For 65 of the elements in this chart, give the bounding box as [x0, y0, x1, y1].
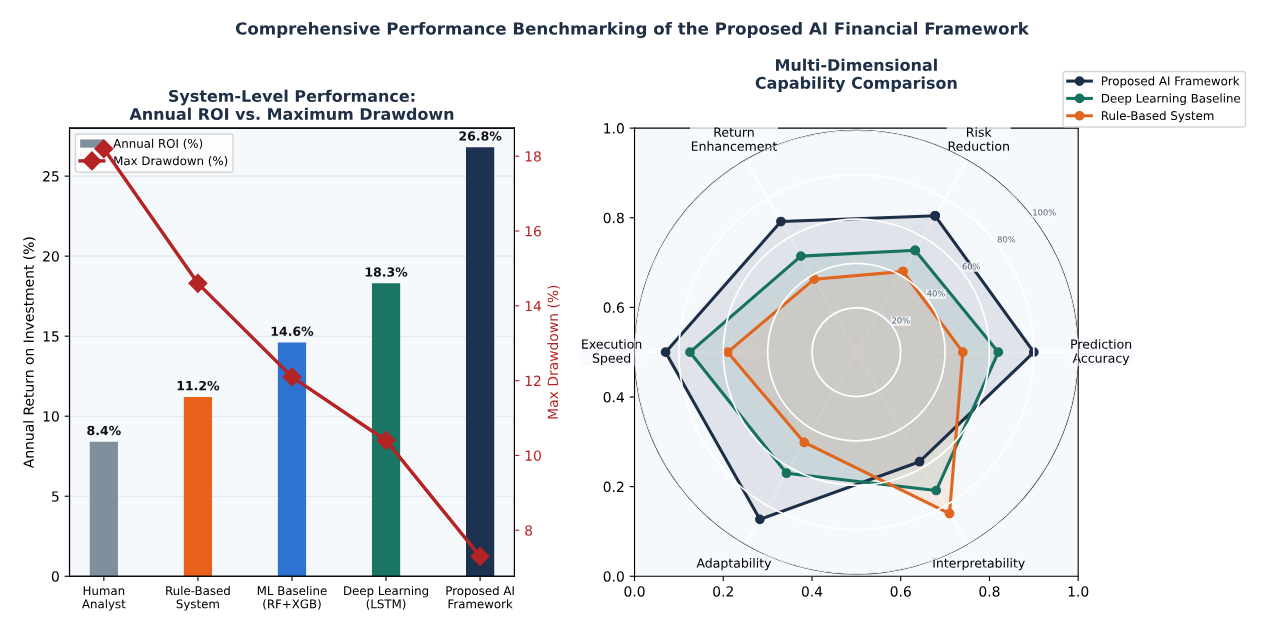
- bar: [466, 147, 495, 577]
- data-label: 14.6%: [271, 326, 314, 336]
- y-tick-label: 10: [43, 411, 59, 422]
- y-tick-label: 0: [51, 571, 59, 582]
- chart-title: System-Level Performance: Annual ROI vs. Maximum Drawdown: [129, 89, 454, 121]
- y-tick-label: 0.2: [603, 481, 624, 493]
- spoke-label: Execution Speed: [582, 339, 642, 366]
- y-axis-title: Annual Return on Investment (%): [23, 237, 36, 469]
- y2-tick-label: 16: [525, 225, 541, 237]
- x-tick-label: 0.8: [979, 586, 1000, 597]
- point: [188, 273, 208, 293]
- bar: [277, 342, 307, 577]
- x-tick-label: 0.6: [890, 586, 911, 597]
- legend-label: Deep Learning Baseline: [1101, 93, 1241, 105]
- x-tick-label: 1.0: [1068, 586, 1089, 597]
- y2-axis-title: Max Drawdown (%): [547, 285, 560, 419]
- x-tick-label: 0.0: [624, 586, 645, 597]
- y-tick-label: 80%: [997, 236, 1016, 243]
- data-label: 8.4%: [87, 425, 121, 436]
- y-tick-label: 5: [52, 491, 59, 502]
- bar: [89, 441, 118, 577]
- legend-label: Rule-Based System: [1101, 110, 1214, 123]
- y-tick-label: 60%: [962, 263, 981, 270]
- y-tick-label: 1.0: [604, 123, 624, 134]
- y-tick-label: 0.0: [603, 571, 624, 582]
- x-tick-label: Human Analyst: [82, 586, 126, 611]
- y2-tick-label: 12: [525, 375, 541, 386]
- y2-tick-label: 18: [525, 151, 541, 162]
- y-tick-label: 20: [43, 251, 59, 262]
- point: [282, 367, 302, 387]
- bar: [183, 397, 213, 577]
- spoke-label: Adaptability: [696, 558, 772, 571]
- legend-label: Max Drawdown (%): [114, 156, 228, 167]
- y-tick-label: 25: [43, 171, 59, 182]
- x-tick-label: ML Baseline (RF+XGB): [257, 585, 327, 610]
- spoke-label: Risk Reduction: [948, 127, 1009, 151]
- legend-label: Proposed AI Framework: [1101, 76, 1240, 88]
- bar: [371, 283, 401, 577]
- y2-tick-label: 14: [525, 300, 542, 312]
- y-tick-label: 40%: [927, 290, 945, 297]
- y-tick-label: 100%: [1033, 209, 1056, 216]
- spoke-label: Interpretability: [933, 558, 1025, 571]
- y-tick-label: 0.6: [603, 302, 624, 313]
- spoke-label: Prediction Accuracy: [1071, 339, 1132, 366]
- data-label: 11.2%: [177, 380, 220, 391]
- data-label: 26.8%: [459, 131, 502, 141]
- point: [376, 430, 396, 450]
- point: [470, 546, 490, 566]
- x-tick-label: 0.4: [801, 586, 823, 597]
- y2-tick-label: 8: [525, 525, 533, 536]
- y-tick-label: 0.8: [603, 212, 624, 224]
- y-tick-label: 20%: [892, 317, 910, 324]
- text: Comprehensive Performance Benchmarking of the Proposed AI Financial Framework: [235, 21, 1030, 39]
- y-tick-label: 0.4: [603, 391, 625, 403]
- y2-tick-label: 10: [525, 450, 541, 461]
- data-label: 18.3%: [365, 267, 408, 277]
- x-tick-label: Rule-Based System: [166, 585, 230, 611]
- chart-title: Multi-Dimensional Capability Comparison: [755, 58, 957, 93]
- x-tick-label: Proposed AI Framework: [446, 585, 514, 609]
- x-tick-label: 0.2: [713, 586, 733, 597]
- legend-label: Annual ROI (%): [113, 138, 203, 150]
- x-tick-label: Deep Learning (LSTM): [344, 585, 429, 610]
- spoke-label: Return Enhancement: [691, 127, 777, 151]
- point: [94, 139, 114, 159]
- y-tick-label: 15: [43, 331, 59, 342]
